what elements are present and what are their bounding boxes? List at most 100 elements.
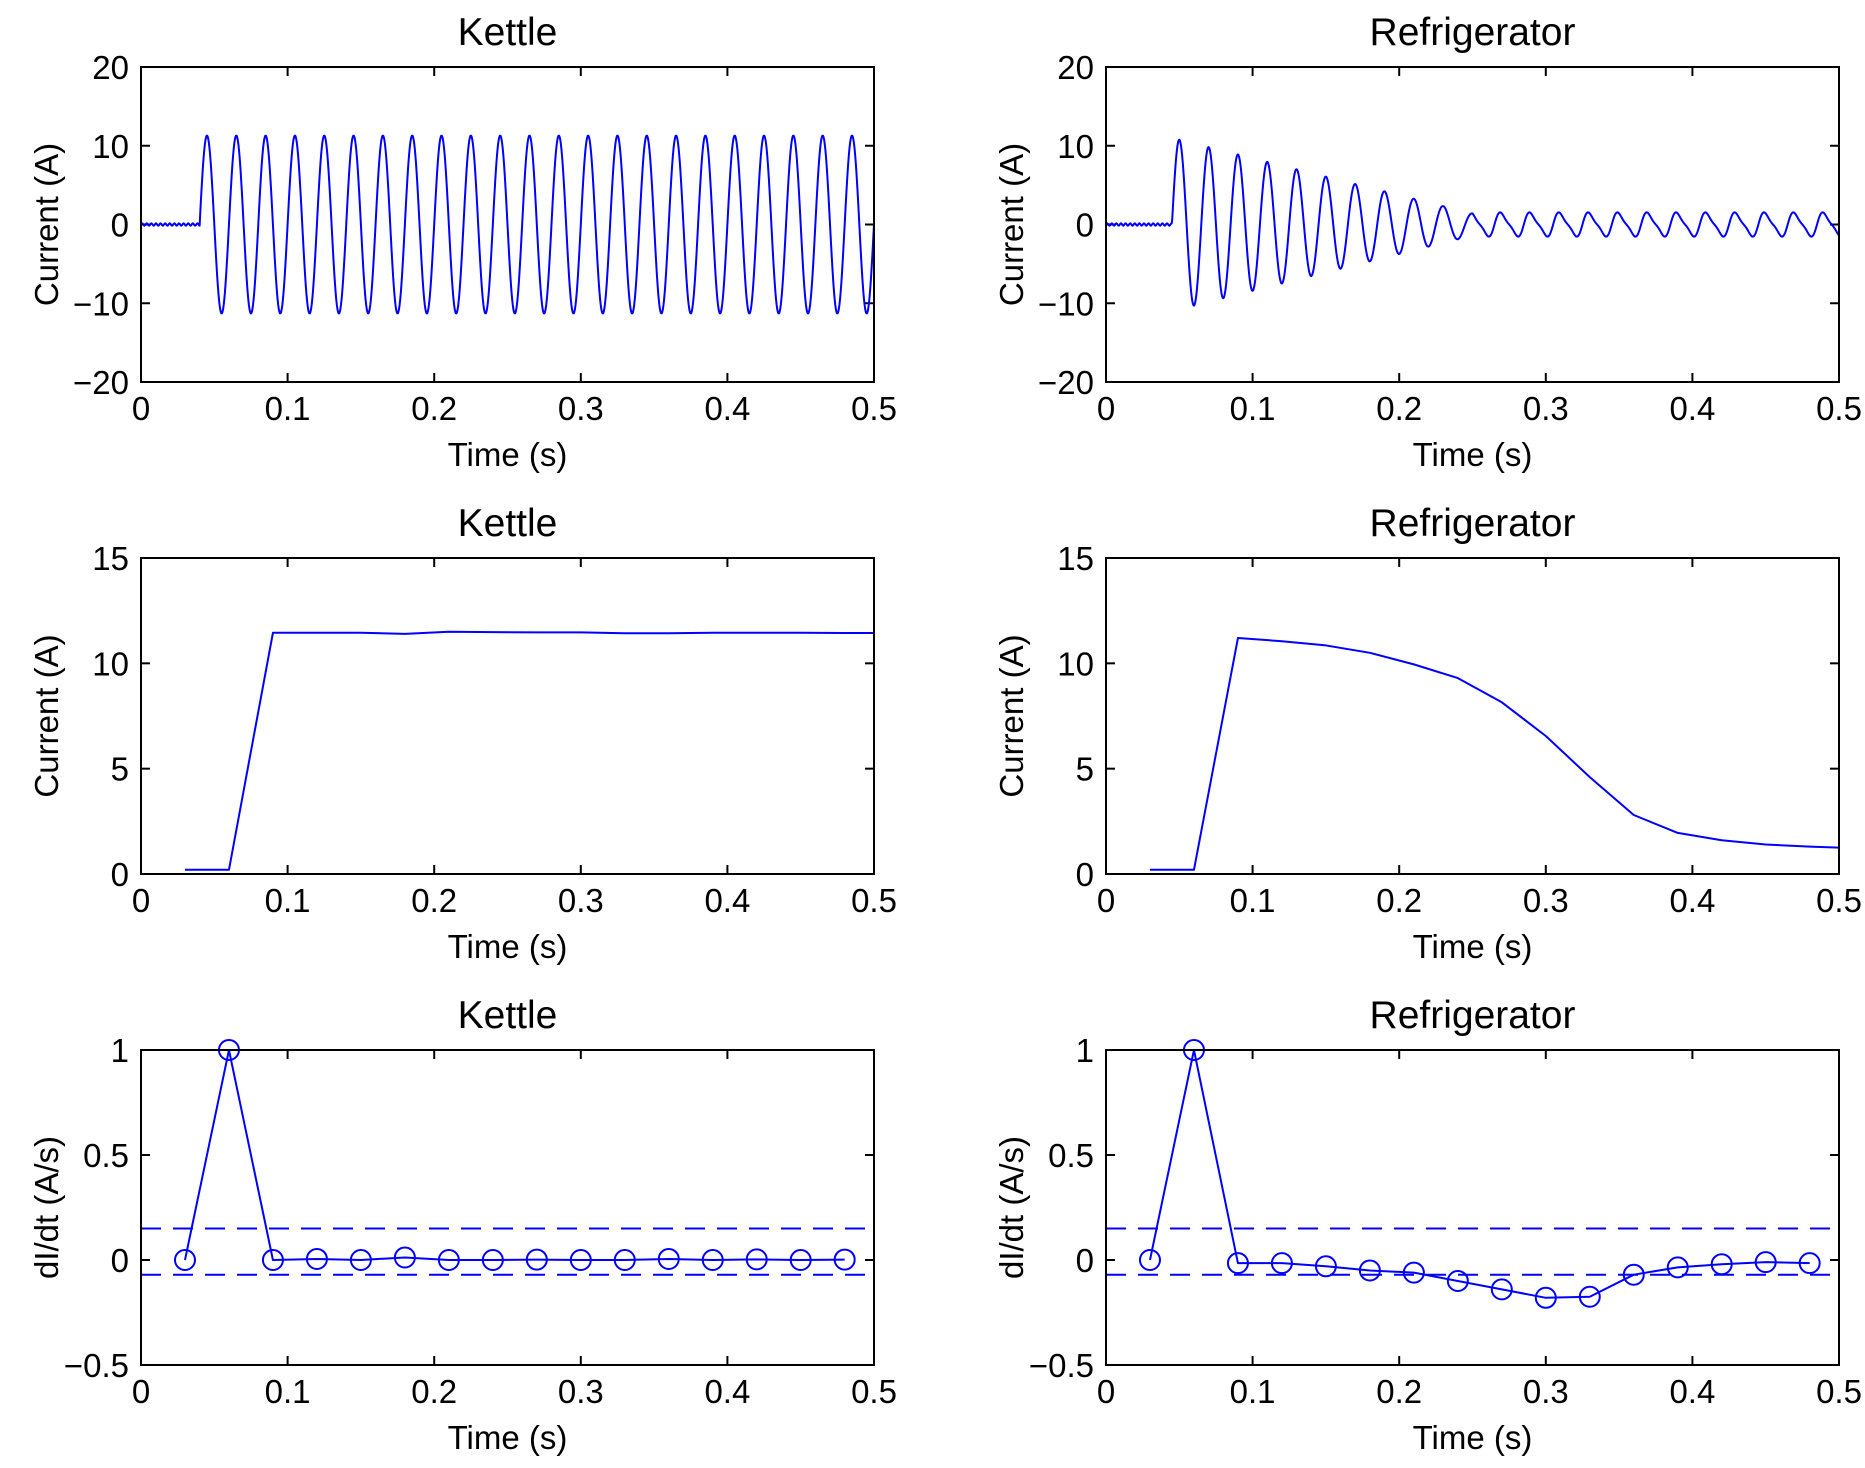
data-point (1622, 1263, 1645, 1286)
x-tick-label: 0 (1097, 390, 1115, 427)
y-tick-label: 0 (1076, 856, 1094, 893)
refrigerator-raw-panel: Refrigerator 0 0.1 0.2 0.3 0.4 0.5 20 10 0 −10 −20 T… (993, 11, 1862, 473)
data-point (349, 1249, 372, 1271)
y-tick-label: −0.5 (64, 1347, 129, 1384)
plot-area (141, 1050, 874, 1276)
plot-area (141, 134, 874, 315)
plot-area (1149, 637, 1839, 871)
x-tick-label: 0.1 (265, 1373, 311, 1410)
x-tick-label: 0.4 (704, 882, 750, 919)
y-axis-label: Current (A) (993, 634, 1030, 797)
plot-area (1106, 138, 1839, 307)
x-tick-label: 0.4 (1669, 1373, 1715, 1410)
y-tick-label: 10 (1057, 128, 1094, 165)
data-point (1666, 1256, 1689, 1279)
x-axis-label: Time (s) (1413, 928, 1533, 965)
chart-title: Refrigerator (1370, 11, 1576, 54)
x-tick-label: 0.4 (704, 390, 750, 427)
series-line (184, 630, 874, 871)
y-tick-label: 0 (111, 856, 129, 893)
y-tick-label: 10 (1057, 645, 1094, 682)
series-line (1149, 637, 1839, 871)
data-point (173, 1249, 196, 1271)
x-tick-label: 0.4 (1669, 390, 1715, 427)
chart-title: Refrigerator (1370, 994, 1576, 1037)
plot-area (1106, 1050, 1839, 1299)
kettle-raw-panel: Kettle 0 0.1 0.2 0.3 0.4 0.5 20 10 0 −10 −20 Time (s… (28, 11, 897, 473)
axes-frame (140, 557, 875, 875)
data-point (1710, 1253, 1733, 1276)
x-tick-label: 0.1 (1230, 1373, 1276, 1410)
data-point (437, 1249, 460, 1271)
refrigerator-rms-panel: Refrigerator 0 0.1 0.2 0.3 0.4 0.5 15 10 5 0 Time (… (993, 502, 1862, 965)
chart-title: Kettle (458, 994, 558, 1037)
x-tick-label: 0.5 (851, 390, 897, 427)
y-tick-label: 0.5 (83, 1137, 129, 1174)
x-tick-label: 0.5 (851, 1373, 897, 1410)
data-point (1446, 1270, 1469, 1292)
series-line (1106, 138, 1839, 307)
x-tick-label: 0 (132, 882, 150, 919)
data-point (1138, 1249, 1161, 1271)
y-tick-label: 0 (1076, 1242, 1094, 1279)
x-tick-label: 0.3 (1523, 390, 1569, 427)
data-point (525, 1248, 548, 1271)
axes-frame (1105, 557, 1840, 875)
y-tick-label: −20 (1038, 364, 1094, 401)
x-axis-label: Time (s) (1413, 436, 1533, 473)
x-tick-label: 0.2 (411, 1373, 457, 1410)
x-tick-label: 0.2 (411, 390, 457, 427)
kettle-rms-panel: Kettle 0 0.1 0.2 0.3 0.4 0.5 15 10 5 0 Time (s) Curr… (28, 502, 897, 965)
axes-frame (140, 66, 875, 383)
y-tick-label: 20 (1057, 49, 1094, 86)
data-point (261, 1249, 284, 1271)
y-axis-label: dI/dt (A/s) (28, 1136, 65, 1279)
x-axis-label: Time (s) (448, 436, 568, 473)
x-tick-label: 0.1 (265, 390, 311, 427)
x-tick-label: 0.3 (1523, 1373, 1569, 1410)
x-tick-label: 0.4 (704, 1373, 750, 1410)
x-tick-label: 0.1 (265, 882, 311, 919)
axes-frame (1105, 66, 1840, 383)
x-tick-label: 0.2 (1376, 882, 1422, 919)
y-tick-label: 1 (1076, 1032, 1094, 1069)
chart-title: Refrigerator (1370, 502, 1576, 545)
x-tick-label: 0 (1097, 882, 1115, 919)
y-tick-label: 0.5 (1048, 1137, 1094, 1174)
y-axis-label: Current (A) (28, 634, 65, 797)
x-tick-label: 0.1 (1230, 882, 1276, 919)
chart-title: Kettle (458, 11, 558, 54)
y-tick-label: −20 (73, 364, 129, 401)
data-point (1798, 1252, 1821, 1275)
x-tick-label: 0.2 (1376, 390, 1422, 427)
chart-title: Kettle (458, 502, 558, 545)
x-tick-label: 0.3 (1523, 882, 1569, 919)
x-axis-label: Time (s) (448, 928, 568, 965)
axes-frame (140, 1049, 875, 1366)
y-tick-label: 0 (111, 1242, 129, 1279)
axes-frame (1105, 1049, 1840, 1366)
data-point (701, 1249, 724, 1271)
x-tick-label: 0.2 (411, 882, 457, 919)
y-tick-label: −10 (73, 285, 129, 322)
x-tick-label: 0.1 (1230, 390, 1276, 427)
x-tick-label: 0.5 (851, 882, 897, 919)
x-tick-label: 0.5 (1816, 390, 1862, 427)
data-point (481, 1249, 504, 1271)
y-tick-label: 0 (111, 207, 129, 244)
y-tick-label: 5 (1076, 751, 1094, 788)
data-point (1270, 1252, 1293, 1275)
y-tick-label: 5 (111, 751, 129, 788)
y-tick-label: 10 (92, 645, 129, 682)
data-point (745, 1248, 768, 1271)
plot-area (184, 630, 874, 871)
y-tick-label: 0 (1076, 207, 1094, 244)
y-tick-label: −10 (1038, 285, 1094, 322)
y-axis-label: Current (A) (993, 143, 1030, 306)
series-line (1149, 1050, 1810, 1299)
data-point (1358, 1259, 1381, 1282)
y-tick-label: 15 (92, 540, 129, 577)
x-axis-label: Time (s) (1413, 1419, 1533, 1456)
